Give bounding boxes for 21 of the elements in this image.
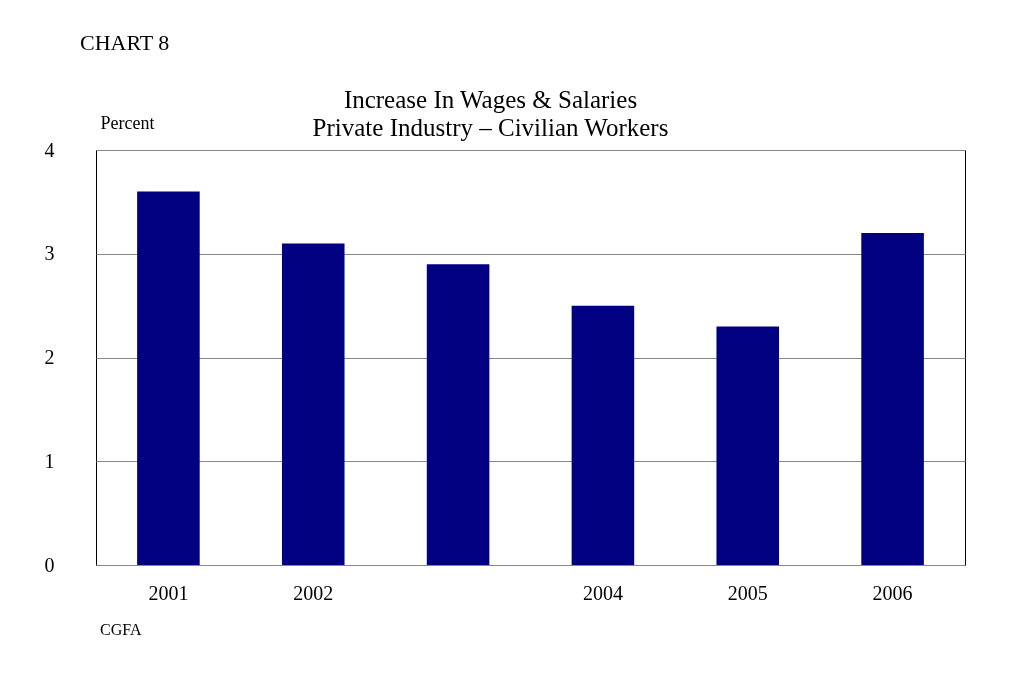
bar bbox=[426, 264, 490, 565]
x-tick-label: 2005 bbox=[727, 581, 768, 604]
chart-title: Increase In Wages & Salaries bbox=[343, 86, 638, 113]
y-tick-label: 3 bbox=[44, 242, 55, 265]
bar bbox=[281, 243, 345, 565]
bar bbox=[571, 305, 635, 565]
y-tick-label: 2 bbox=[44, 346, 55, 368]
y-tick-label: 4 bbox=[44, 138, 55, 161]
x-tick-label: 2006 bbox=[872, 581, 913, 604]
caption: CHART 8 bbox=[80, 30, 170, 55]
x-tick-label: 2001 bbox=[148, 581, 189, 604]
x-tick-label: 2004 bbox=[582, 581, 623, 604]
chart-subtitle: Private Industry – Civilian Workers bbox=[312, 114, 669, 141]
y-axis-title: Percent bbox=[100, 112, 155, 133]
x-tick-label: 2002 bbox=[293, 581, 334, 604]
bar bbox=[137, 191, 200, 565]
y-tick-label: 0 bbox=[44, 553, 55, 576]
text: CGFA bbox=[100, 621, 142, 638]
y-tick-label: 1 bbox=[44, 449, 55, 472]
bar bbox=[861, 233, 924, 565]
bar bbox=[716, 326, 780, 565]
